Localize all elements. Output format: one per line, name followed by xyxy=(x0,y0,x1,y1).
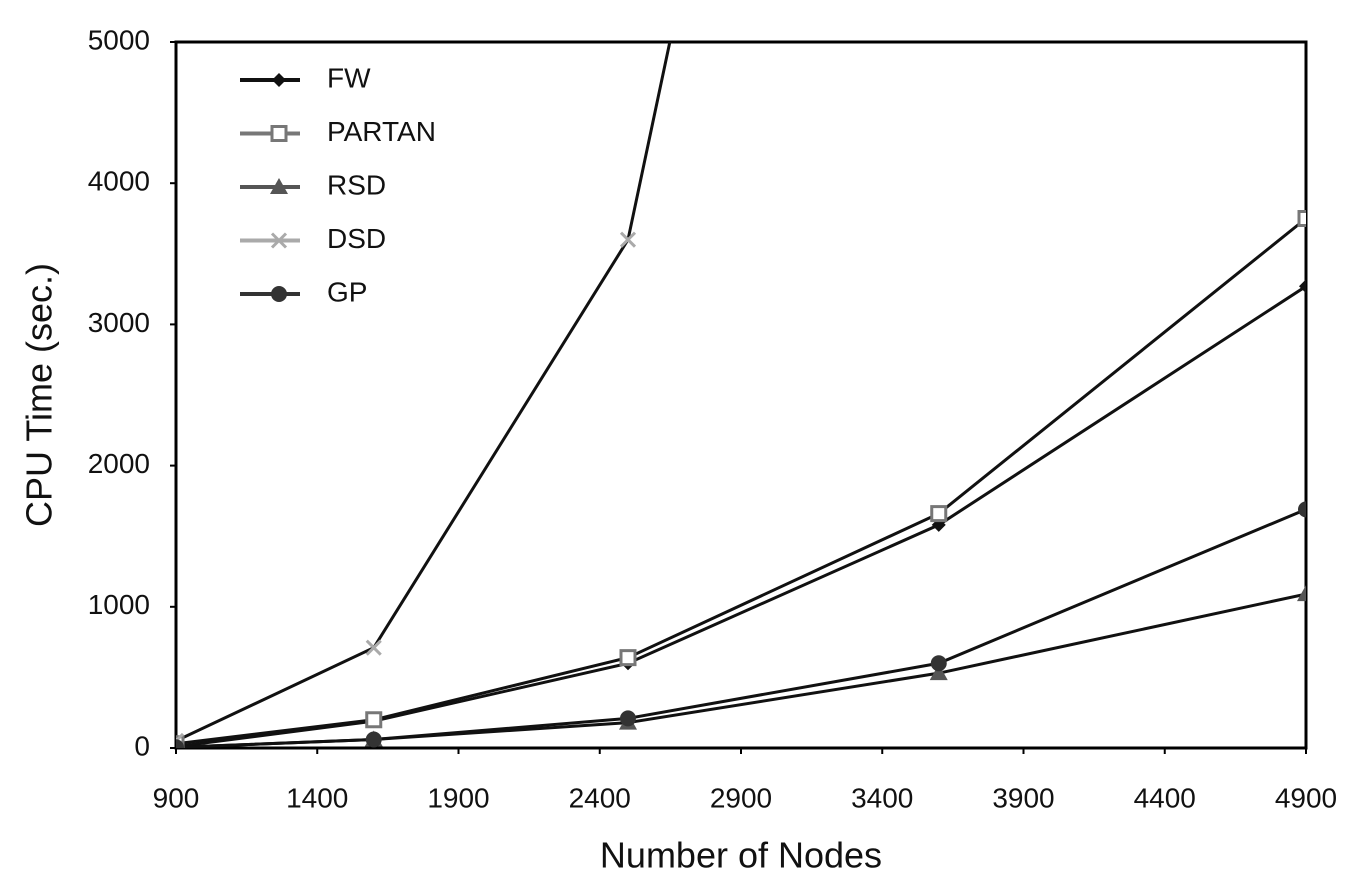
marker xyxy=(620,710,636,727)
marker xyxy=(271,286,287,302)
y-tick-label: 4000 xyxy=(88,166,150,197)
marker xyxy=(929,664,948,681)
marker xyxy=(270,232,288,249)
y-tick-label: 1000 xyxy=(88,589,150,620)
y-tick-label: 3000 xyxy=(88,307,150,338)
marker xyxy=(619,231,637,248)
x-tick-label: 2900 xyxy=(710,782,772,813)
x-tick-label: 1400 xyxy=(286,782,348,813)
marker xyxy=(176,739,184,748)
x-tick-label: 1900 xyxy=(427,782,489,813)
marker xyxy=(365,711,383,729)
marker xyxy=(930,655,947,672)
x-tick-label: 3900 xyxy=(992,782,1054,813)
series-line xyxy=(176,507,1306,748)
x-tick-label: 4900 xyxy=(1275,782,1337,813)
y-tick-label: 5000 xyxy=(88,24,150,55)
marker xyxy=(1299,279,1306,294)
marker xyxy=(619,649,637,667)
marker xyxy=(1297,210,1306,227)
marker xyxy=(272,73,286,87)
legend-label: RSD xyxy=(327,169,386,200)
marker xyxy=(1298,501,1306,518)
legend-label: DSD xyxy=(327,223,386,254)
series-line xyxy=(176,42,672,743)
x-tick-label: 3400 xyxy=(851,782,913,813)
x-tick-label: 2400 xyxy=(569,782,631,813)
y-tick-label: 0 xyxy=(134,730,150,761)
marker xyxy=(365,731,382,748)
x-tick-label: 900 xyxy=(153,782,200,813)
y-axis-label: CPU Time (sec.) xyxy=(19,263,60,527)
plot-area xyxy=(176,42,1306,748)
marker xyxy=(930,505,948,523)
marker xyxy=(1297,585,1306,602)
y-tick-label: 2000 xyxy=(88,448,150,479)
marker xyxy=(270,125,288,142)
x-tick-label: 4400 xyxy=(1134,782,1196,813)
plot-frame xyxy=(174,40,1308,750)
legend-label: GP xyxy=(327,276,367,307)
legend-label: PARTAN xyxy=(327,116,436,147)
x-axis-label: Number of Nodes xyxy=(600,835,882,876)
legend-label: FW xyxy=(327,62,371,93)
marker xyxy=(270,178,288,194)
marker xyxy=(365,639,382,656)
